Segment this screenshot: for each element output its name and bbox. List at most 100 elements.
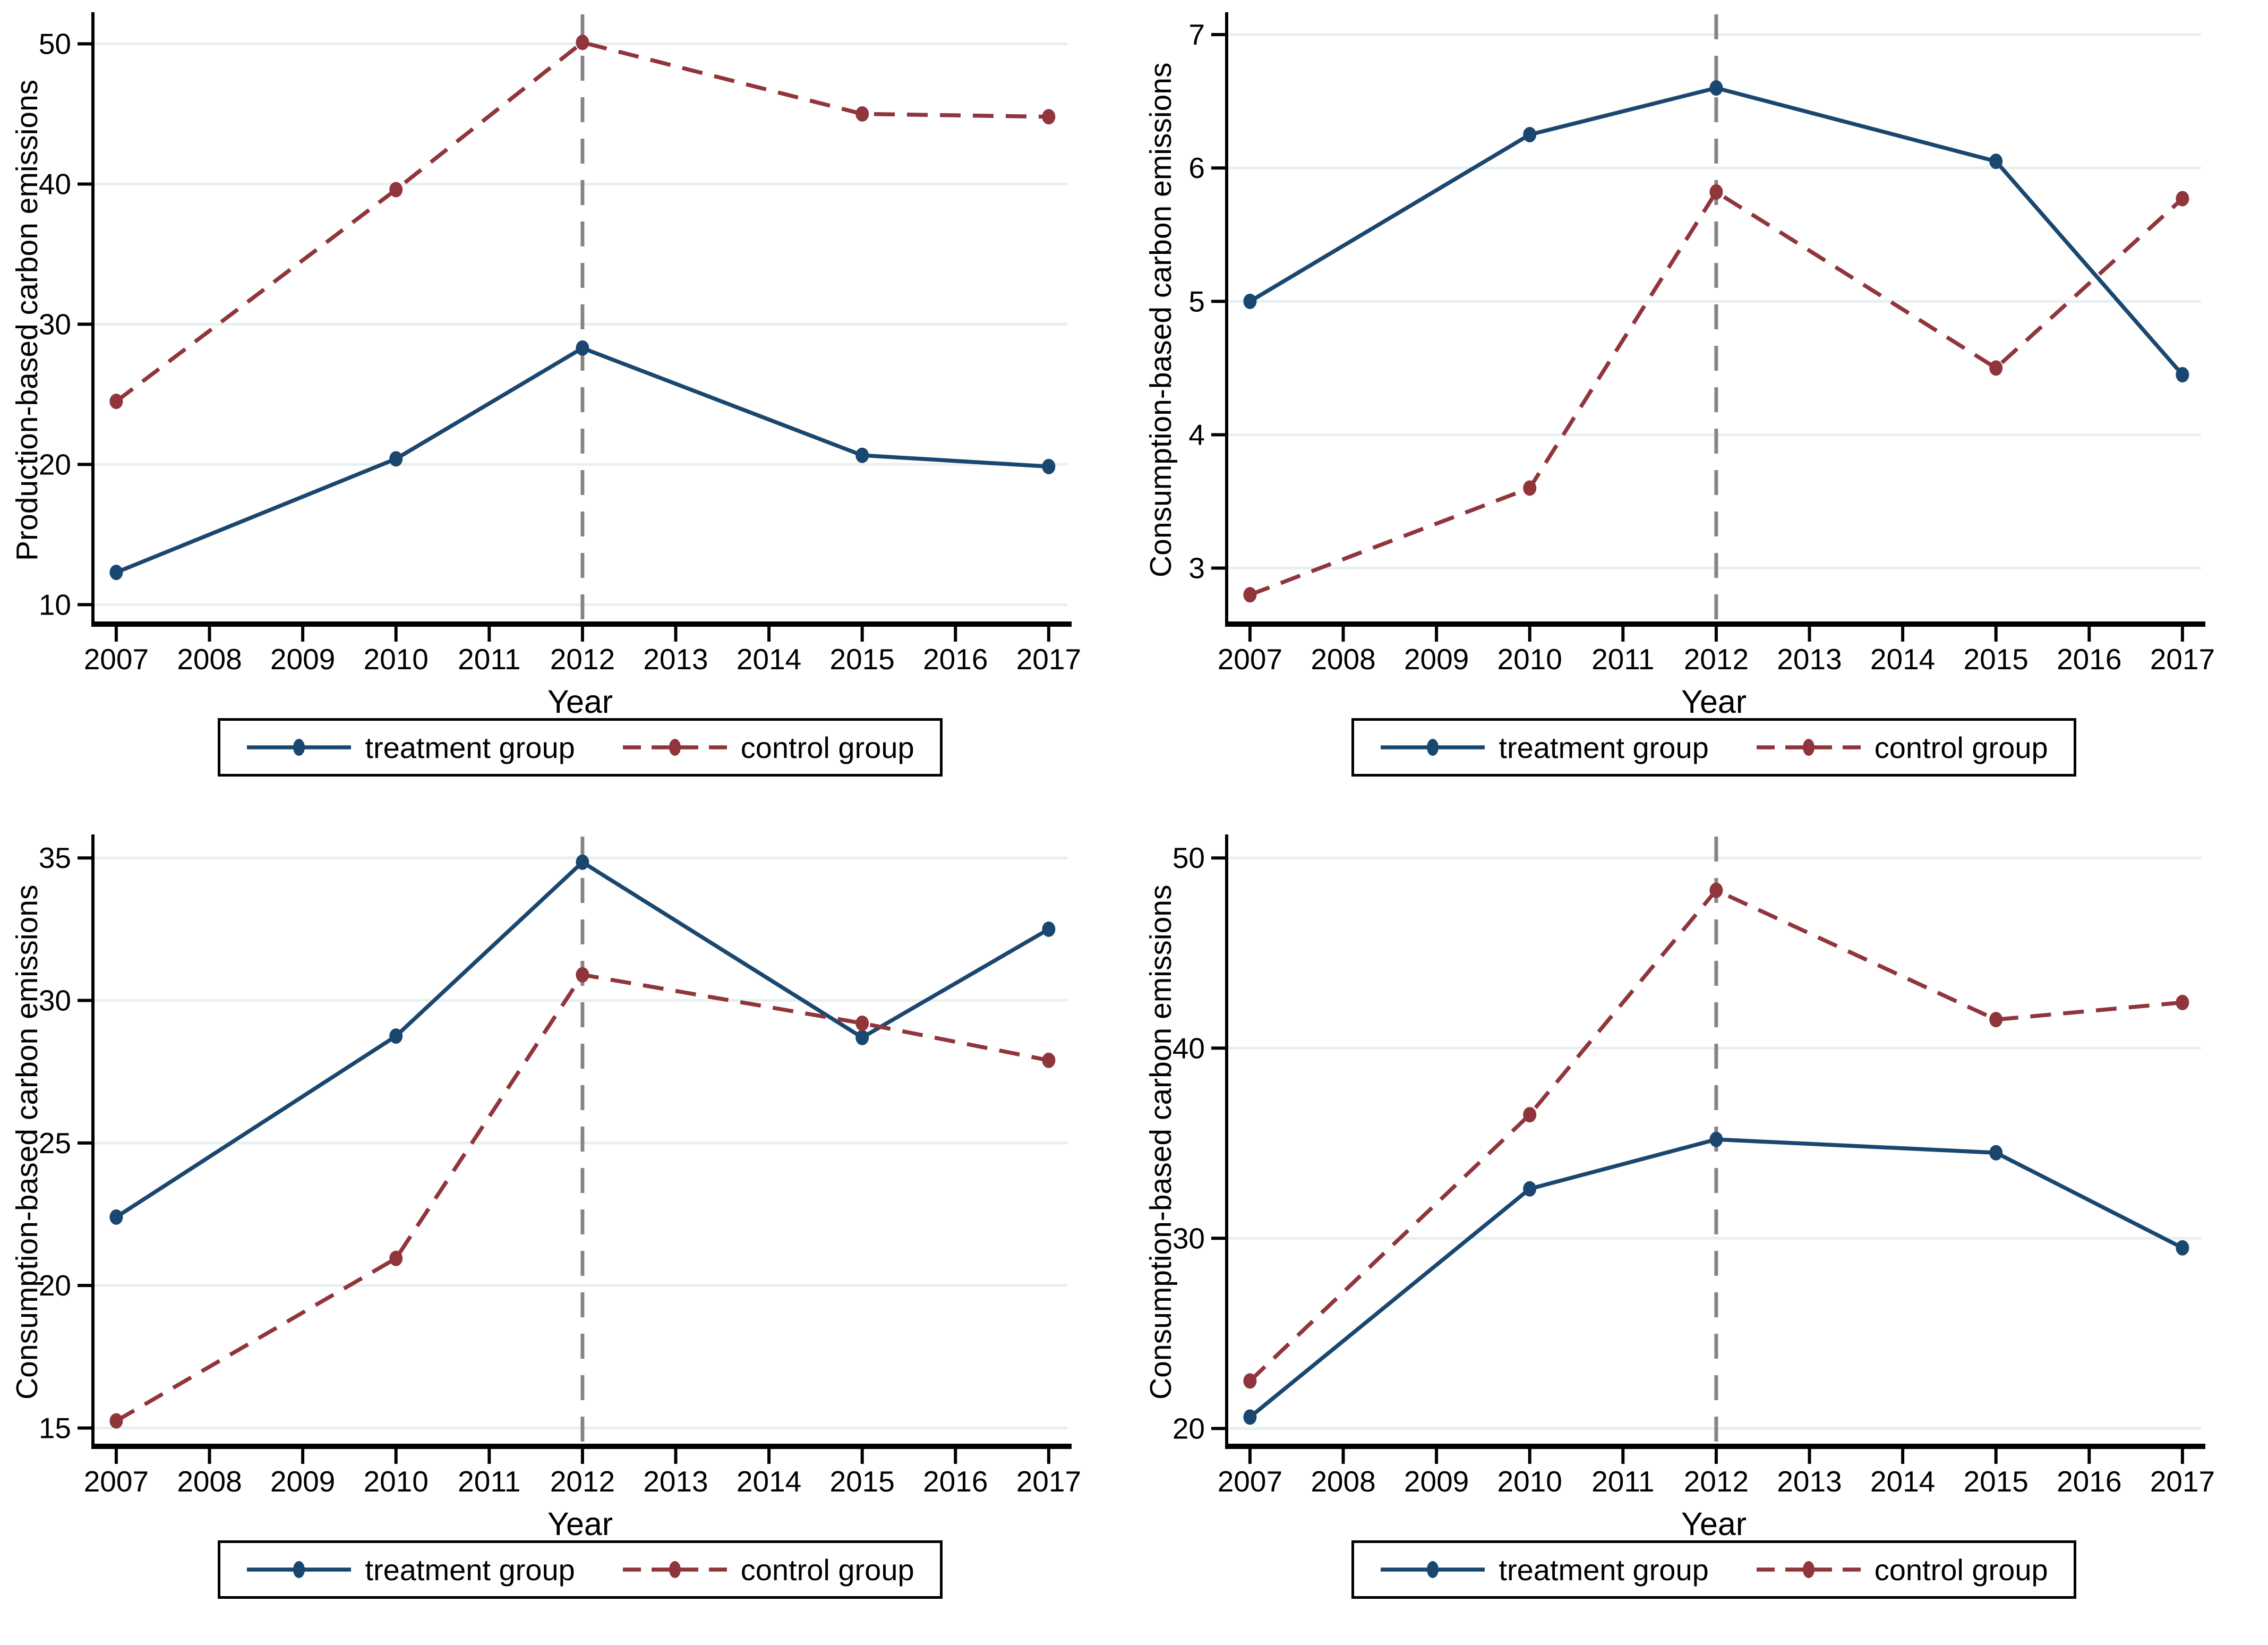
- x-tick-label: 2013: [1777, 643, 1842, 676]
- control-data-point: [1523, 1107, 1537, 1123]
- legend-wrap: treatment group control group: [93, 1540, 1067, 1599]
- legend-key-marker: [669, 739, 681, 756]
- legend-label-treatment: treatment group: [1499, 1553, 1709, 1587]
- legend-key-marker: [293, 739, 305, 756]
- treatment-line: [115, 859, 1050, 1219]
- treatment-data-point: [109, 565, 123, 581]
- x-tick-label: 2007: [1218, 643, 1282, 676]
- y-tick-label: 25: [39, 1127, 71, 1160]
- legend-label-control: control group: [740, 1553, 914, 1587]
- x-tick-label: 2009: [1404, 643, 1469, 676]
- x-tick-label: 2009: [1404, 1465, 1469, 1498]
- treatment-data-point: [576, 340, 589, 356]
- y-tick-label: 30: [39, 984, 71, 1017]
- x-tick-label: 2013: [1777, 1465, 1842, 1498]
- x-tick-label: 2007: [1218, 1465, 1282, 1498]
- legend-label-treatment: treatment group: [365, 1553, 575, 1587]
- y-tick-label: 20: [39, 1269, 71, 1302]
- y-tick-label: 4: [1188, 418, 1205, 451]
- x-tick-label: 2016: [923, 643, 988, 676]
- treatment-data-point: [1243, 1409, 1257, 1425]
- line-chart: 10 20 30 40 50 2007 2008 2009 2010 2011 2012 2013 20…: [39, 12, 1081, 676]
- y-tick-label: 20: [1172, 1412, 1205, 1445]
- treatment-data-point: [109, 1209, 123, 1225]
- chart-panel-bottom-left: 15 20 25 30 35 2007 2008 2009 2010 2011 2012 2013 20…: [0, 822, 1134, 1645]
- x-tick-label: 2012: [550, 1465, 615, 1498]
- y-tick-label: 40: [39, 167, 71, 200]
- x-tick-label: 2015: [1964, 1465, 2029, 1498]
- treatment-data-point: [1243, 293, 1257, 309]
- x-tick-label: 2017: [2150, 1465, 2215, 1498]
- x-tick-label: 2010: [1497, 1465, 1562, 1498]
- y-tick-label: 50: [39, 28, 71, 61]
- legend: treatment group control group: [1351, 1540, 2076, 1599]
- x-tick-label: 2014: [737, 643, 801, 676]
- x-tick-label: 2014: [1870, 643, 1935, 676]
- legend-label-control: control group: [1874, 1553, 2048, 1587]
- x-tick-label: 2016: [2057, 643, 2121, 676]
- chart-panel-top-left: 10 20 30 40 50 2007 2008 2009 2010 2011 2012 2013 20…: [0, 0, 1134, 822]
- legend-key-treatment-icon: [247, 739, 352, 756]
- control-line: [115, 40, 1049, 403]
- treatment-data-point: [855, 447, 869, 463]
- treatment-data-point: [855, 1029, 869, 1045]
- control-data-point: [855, 1015, 869, 1031]
- x-tick-label: 2015: [830, 1465, 895, 1498]
- control-data-point: [1042, 1052, 1056, 1068]
- control-data-point: [109, 394, 123, 410]
- x-axis-title: Year: [1681, 684, 1747, 720]
- x-tick-label: 2010: [364, 643, 429, 676]
- x-tick-label: 2008: [177, 1465, 242, 1498]
- x-tick-label: 2017: [1016, 1465, 1081, 1498]
- legend: treatment group control group: [1351, 718, 2076, 777]
- treatment-line: [115, 346, 1049, 575]
- x-tick-label: 2009: [270, 643, 335, 676]
- control-data-point: [576, 35, 589, 50]
- control-data-point: [1042, 109, 1056, 125]
- x-axis-title: Year: [1681, 1506, 1747, 1542]
- x-tick-label: 2017: [1016, 643, 1081, 676]
- control-data-point: [1243, 587, 1257, 603]
- legend-wrap: treatment group control group: [1227, 1540, 2201, 1599]
- control-data-point: [1243, 1373, 1257, 1389]
- legend-key-marker: [1802, 739, 1815, 756]
- control-data-point: [389, 182, 403, 198]
- y-axis-title: Consumption-based carbon emissions: [10, 884, 44, 1400]
- control-data-point: [2176, 191, 2189, 207]
- legend-wrap: treatment group control group: [1227, 718, 2201, 777]
- legend-key-control-icon: [1756, 1561, 1861, 1578]
- legend-key-control-icon: [622, 1561, 727, 1578]
- treatment-data-point: [1989, 1145, 2003, 1161]
- line-chart: 3 4 5 6 7 2007 2008 2009 2010 2011 2012 2013 2014 201…: [1188, 12, 2215, 676]
- y-tick-label: 3: [1188, 552, 1205, 585]
- x-tick-label: 2014: [1870, 1465, 1935, 1498]
- control-data-point: [1523, 480, 1537, 496]
- x-axis-title: Year: [547, 1506, 613, 1542]
- legend-label-control: control group: [740, 730, 914, 764]
- legend-label-treatment: treatment group: [1499, 730, 1709, 764]
- x-tick-label: 2011: [1591, 643, 1654, 676]
- y-tick-label: 35: [39, 841, 71, 874]
- x-tick-label: 2008: [1311, 1465, 1375, 1498]
- x-tick-label: 2015: [1964, 643, 2029, 676]
- legend-key-marker: [1427, 1561, 1439, 1578]
- y-tick-label: 10: [39, 588, 71, 621]
- legend-label-treatment: treatment group: [365, 730, 575, 764]
- treatment-data-point: [576, 854, 589, 870]
- control-data-point: [1709, 882, 1723, 898]
- x-tick-label: 2011: [1591, 1465, 1654, 1498]
- x-tick-label: 2012: [1684, 643, 1749, 676]
- treatment-data-point: [1989, 154, 2003, 169]
- treatment-data-point: [1042, 921, 1056, 937]
- line-chart: 15 20 25 30 35 2007 2008 2009 2010 2011 2012 2013 20…: [39, 834, 1081, 1498]
- legend-key-marker: [293, 1561, 305, 1578]
- chart-panel-bottom-right: 20 30 40 50 2007 2008 2009 2010 2011 2012 2013 2014…: [1134, 822, 2268, 1645]
- x-tick-label: 2013: [643, 643, 708, 676]
- legend-key-treatment-icon: [1381, 739, 1485, 756]
- legend: treatment group control group: [218, 718, 943, 777]
- control-data-point: [1709, 184, 1723, 200]
- x-tick-label: 2012: [550, 643, 615, 676]
- control-data-point: [576, 967, 589, 983]
- x-tick-label: 2008: [1311, 643, 1375, 676]
